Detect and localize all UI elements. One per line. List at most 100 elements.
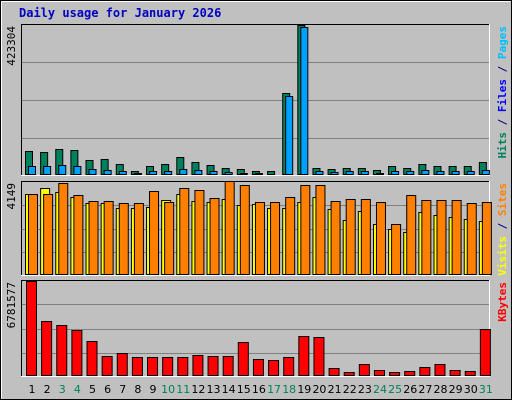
files-bar <box>194 170 203 175</box>
kbytes-bar <box>131 357 143 376</box>
files-bar <box>224 172 233 175</box>
files-bar <box>406 171 415 175</box>
files-bar <box>436 171 445 175</box>
x-tick-label: 2 <box>44 383 51 396</box>
sites-bar <box>330 201 341 275</box>
kbytes-bar <box>101 356 113 376</box>
legend-entry: Visits <box>496 236 509 276</box>
files-bar <box>28 166 36 175</box>
x-tick-label: 14 <box>222 383 236 396</box>
x-tick-label: 29 <box>449 383 463 396</box>
sites-bar <box>375 202 386 275</box>
files-bar <box>375 173 384 175</box>
files-bar <box>58 165 67 175</box>
sites-bar <box>103 201 114 275</box>
kbytes-bar <box>71 330 83 376</box>
x-tick-label: 16 <box>252 383 266 396</box>
panel-3-legend: KBytes <box>496 282 509 322</box>
legend-entry: / <box>496 216 509 236</box>
kbytes-bar <box>147 357 159 376</box>
x-tick-label: 24 <box>373 383 387 396</box>
panel-1-y-max-label: 423304 <box>5 26 18 66</box>
kbytes-bar <box>207 356 219 376</box>
x-tick-label: 4 <box>74 383 81 396</box>
files-bar <box>209 171 218 175</box>
files-bar <box>103 170 112 175</box>
kbytes-bar <box>86 341 98 376</box>
files-bar <box>239 173 248 175</box>
kbytes-bar <box>252 359 264 376</box>
sites-bar <box>239 185 250 275</box>
files-bar <box>300 27 309 175</box>
panel-1-legend: Hits / Files / Pages <box>496 26 509 159</box>
x-tick-label: 9 <box>150 383 157 396</box>
chart-title: Daily usage for January 2026 <box>19 6 222 20</box>
files-bar <box>133 173 142 175</box>
kbytes-bar <box>343 372 355 376</box>
sites-bar <box>421 200 432 275</box>
kbytes-bar <box>283 357 295 376</box>
sites-bar <box>133 203 144 275</box>
kbytes-bar <box>479 329 491 376</box>
x-tick-label: 18 <box>282 383 296 396</box>
x-tick-label: 21 <box>328 383 342 396</box>
x-tick-label: 23 <box>358 383 372 396</box>
x-tick-label: 31 <box>479 383 493 396</box>
x-tick-label: 25 <box>388 383 402 396</box>
legend-entry: Hits <box>496 132 509 159</box>
kbytes-bar <box>222 356 234 376</box>
kbytes-bar <box>26 281 37 376</box>
files-bar <box>164 171 173 175</box>
kbytes-bar <box>464 371 476 376</box>
files-bar <box>73 166 82 175</box>
files-bar <box>285 96 294 175</box>
legend-entry: Pages <box>496 26 509 59</box>
files-bar <box>451 171 460 175</box>
kbytes-bar <box>434 364 446 376</box>
files-bar <box>88 169 97 175</box>
sites-bar <box>118 203 129 275</box>
x-tick-label: 15 <box>237 383 251 396</box>
sites-bar <box>315 185 326 275</box>
x-tick-label: 1 <box>29 383 36 396</box>
x-tick-label: 6 <box>104 383 111 396</box>
sites-bar <box>391 224 402 275</box>
hits-bar <box>267 171 276 175</box>
kbytes-bar <box>419 367 431 376</box>
sites-bar <box>406 195 417 275</box>
legend-entry: / <box>496 112 509 132</box>
x-tick-label: 28 <box>433 383 447 396</box>
sites-bar <box>345 199 356 275</box>
x-tick-label: 20 <box>312 383 326 396</box>
x-tick-label: 19 <box>297 383 311 396</box>
legend-entry: KBytes <box>496 282 509 322</box>
sites-bar <box>481 202 492 275</box>
kbytes-bar <box>389 372 401 376</box>
sites-bar <box>254 202 265 275</box>
files-bar <box>118 171 127 175</box>
sites-bar <box>28 194 38 275</box>
kbytes-bar <box>192 355 204 376</box>
files-bar <box>466 171 475 175</box>
x-tick-label: 10 <box>161 383 175 396</box>
x-tick-label: 13 <box>207 383 221 396</box>
kbytes-bar <box>41 321 53 376</box>
x-tick-label: 7 <box>119 383 126 396</box>
legend-entry: Files <box>496 79 509 112</box>
sites-bar <box>224 181 235 275</box>
x-tick-label: 12 <box>191 383 205 396</box>
legend-entry: Sites <box>496 183 509 216</box>
x-tick-label: 22 <box>343 383 357 396</box>
kbytes-bar <box>328 368 340 376</box>
sites-bar <box>209 198 220 275</box>
sites-bar <box>179 188 190 275</box>
x-tick-label: 8 <box>134 383 141 396</box>
files-bar <box>360 171 369 175</box>
sites-bar <box>270 202 281 275</box>
panel-2-legend: Visits / Sites <box>496 183 509 276</box>
files-bar <box>315 171 324 175</box>
kbytes-bar <box>56 325 68 376</box>
sites-bar <box>194 190 205 275</box>
